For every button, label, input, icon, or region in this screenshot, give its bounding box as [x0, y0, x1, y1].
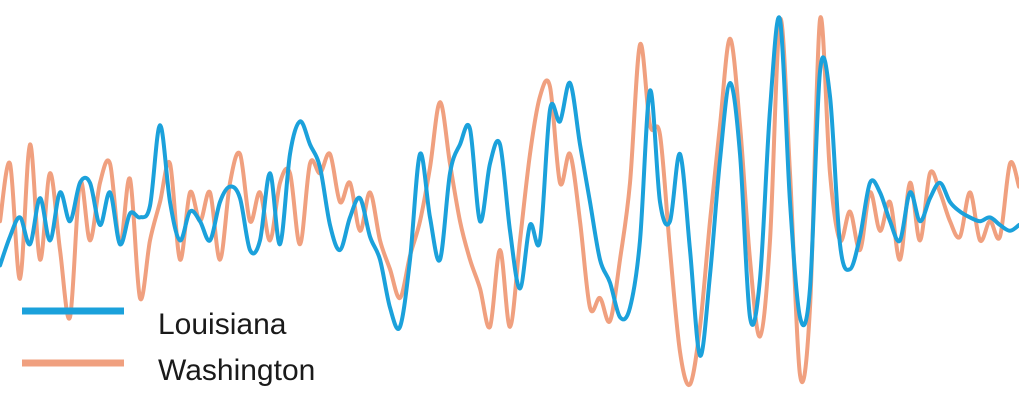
legend-label-washington: Washington: [158, 354, 315, 387]
chart-lines: [0, 15, 1019, 388]
legend-label-louisiana: Louisiana: [158, 308, 287, 341]
series-line-louisiana: [0, 15, 1019, 358]
series-line-washington: [0, 15, 1019, 388]
legend: Louisiana Washington: [22, 307, 315, 387]
